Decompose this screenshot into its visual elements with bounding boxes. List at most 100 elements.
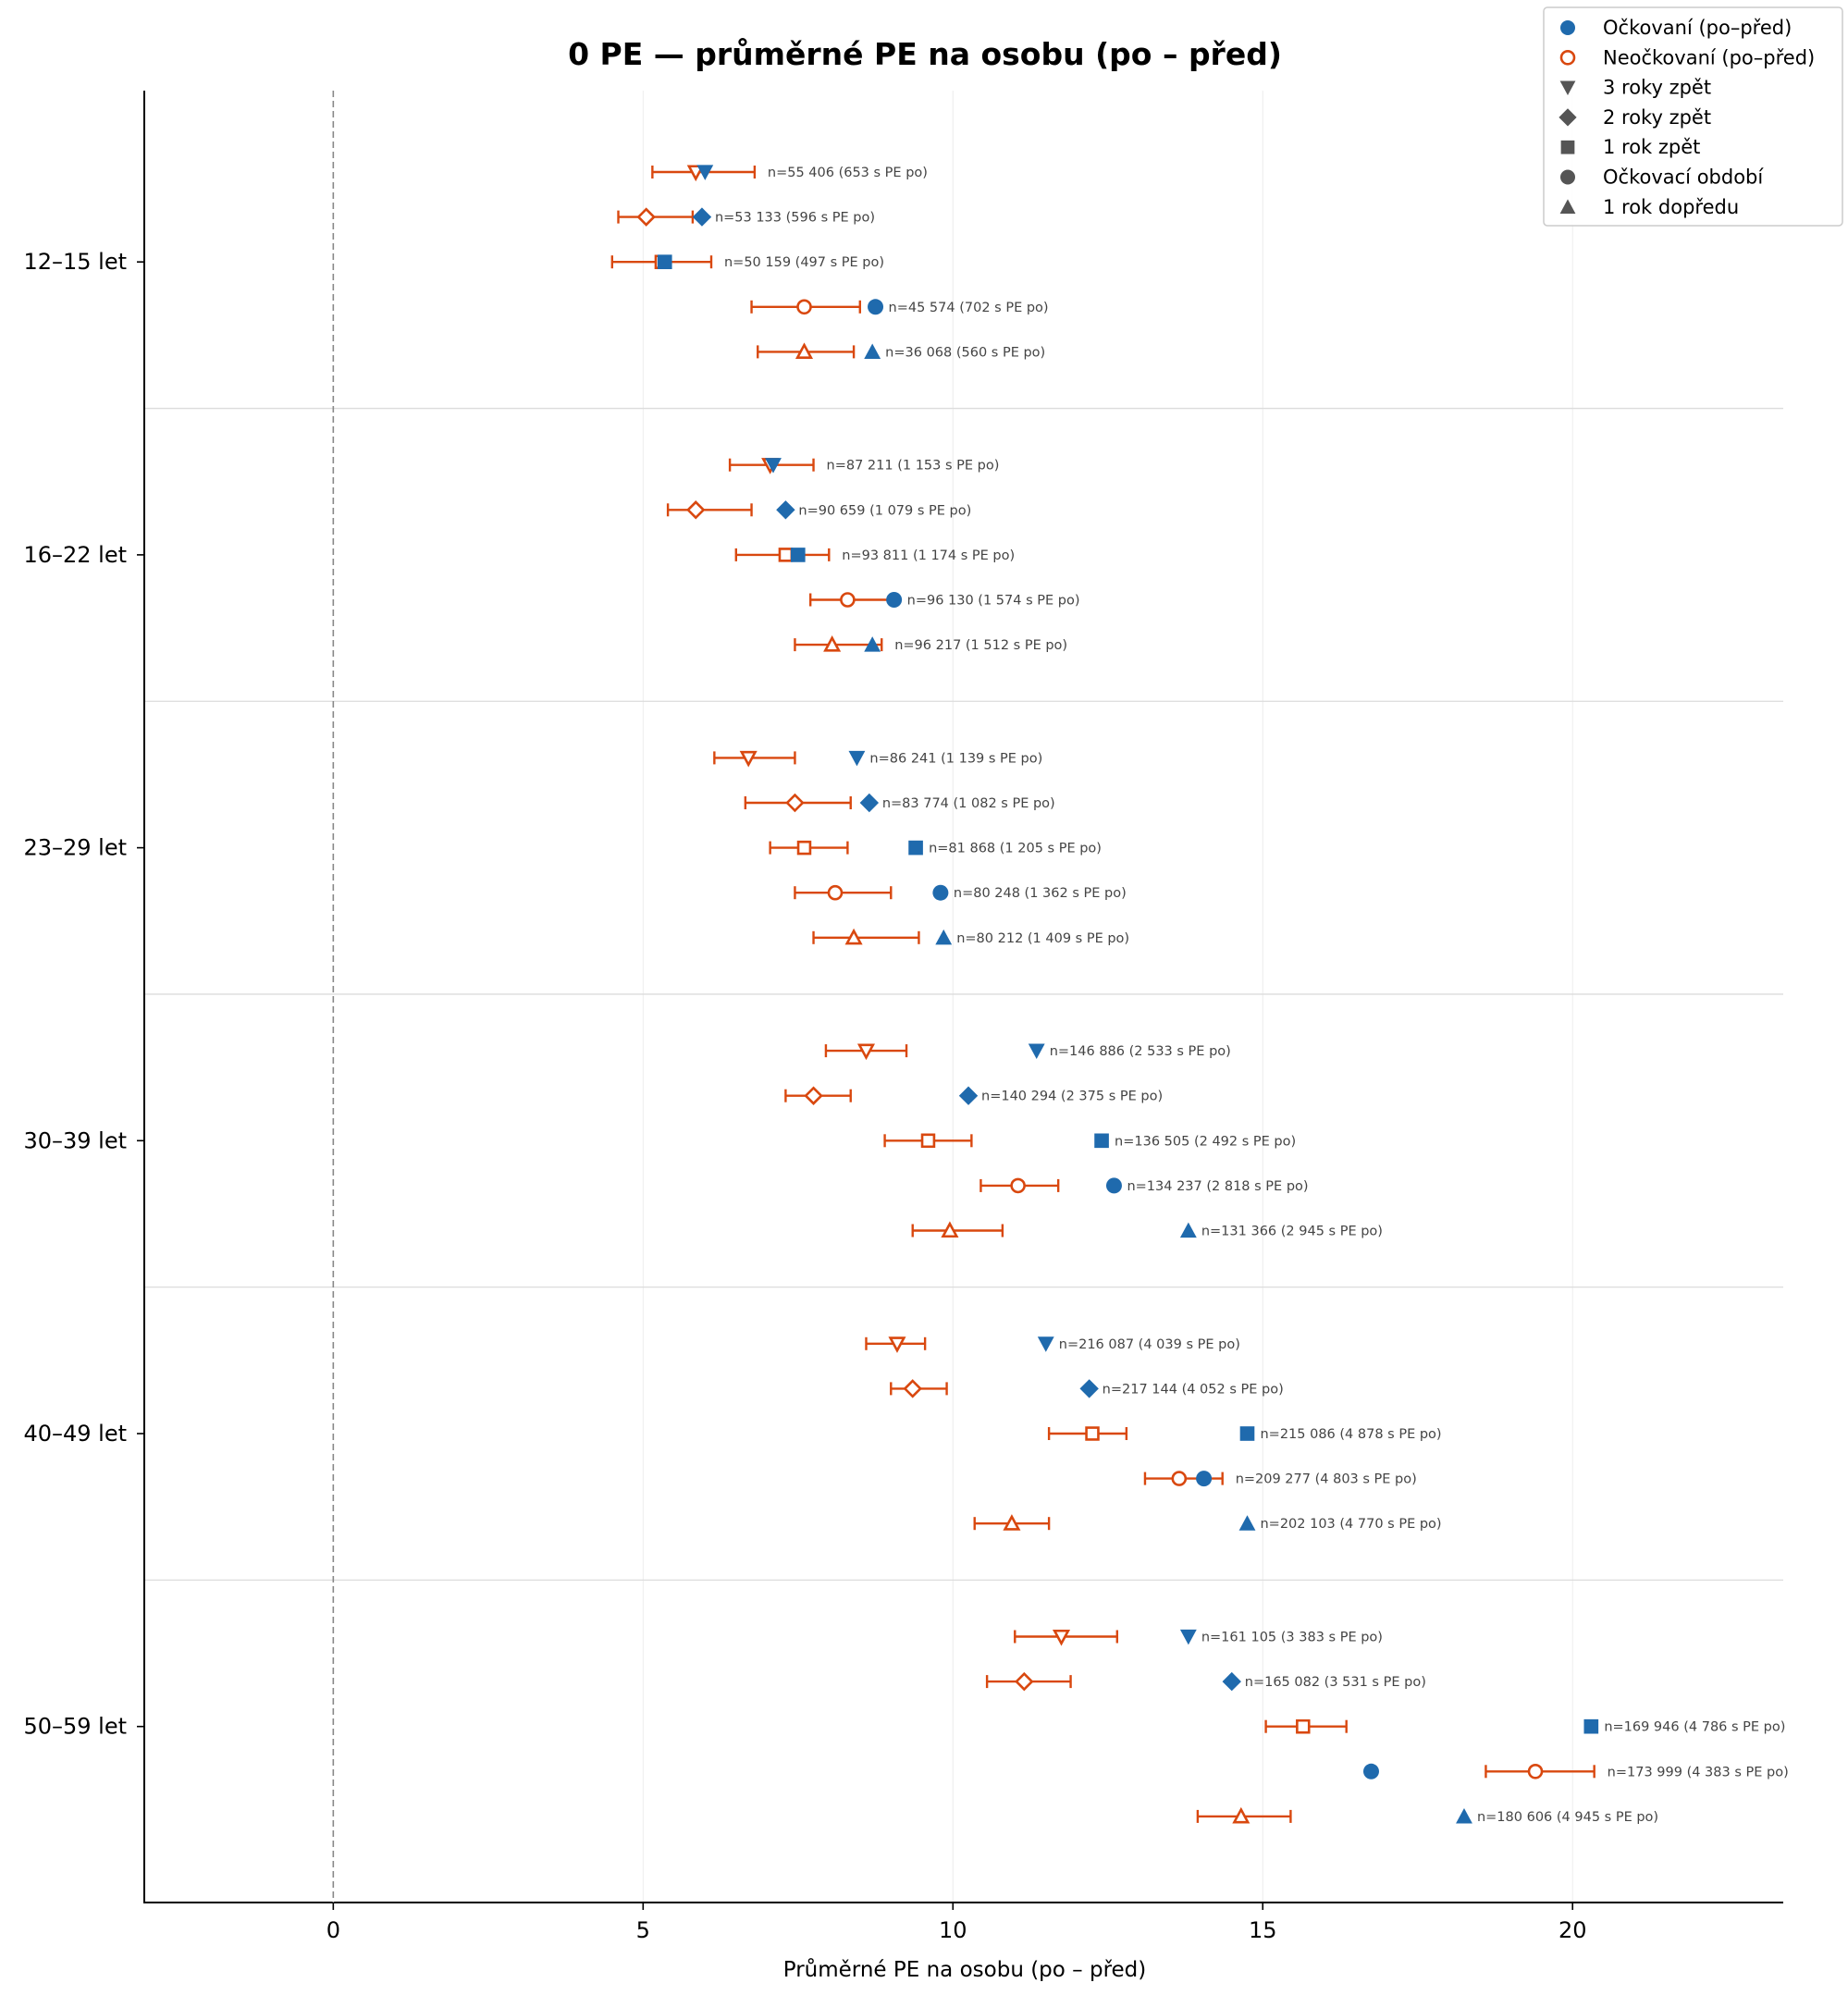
legend-box <box>1543 6 1843 227</box>
vaccinated-point <box>1583 1718 1599 1734</box>
data-row: n=217 144 (4 052 s PE po) <box>890 1379 1284 1398</box>
y-category-label: 30–39 let <box>23 1127 127 1153</box>
data-row: n=136 505 (2 492 s PE po) <box>883 1133 1296 1149</box>
n-annotation: n=140 294 (2 375 s PE po) <box>981 1090 1163 1104</box>
data-row: n=134 237 (2 818 s PE po) <box>979 1177 1309 1194</box>
unvaccinated-point <box>1296 1718 1311 1734</box>
unvaccinated-point <box>856 1043 876 1061</box>
n-annotation: n=50 159 (497 s PE po) <box>724 255 884 270</box>
unvaccinated-point <box>941 1221 959 1238</box>
vaccinated-point <box>1094 1133 1109 1149</box>
legend-label: 1 rok zpět <box>1603 136 1700 158</box>
data-row: n=180 606 (4 945 s PE po) <box>1196 1806 1658 1825</box>
data-row: n=86 241 (1 139 s PE po) <box>713 750 1042 768</box>
legend-unvaccinated-icon <box>1559 49 1576 66</box>
unvaccinated-point <box>796 840 812 856</box>
data-row: n=96 217 (1 512 s PE po) <box>794 635 1067 653</box>
legend-triangle-down-icon <box>1559 80 1576 95</box>
data-row: n=55 406 (653 s PE po) <box>651 165 928 182</box>
n-annotation: n=86 241 (1 139 s PE po) <box>869 751 1042 766</box>
vaccinated-point <box>868 299 884 315</box>
n-annotation: n=93 811 (1 174 s PE po) <box>842 548 1015 563</box>
unvaccinated-point <box>920 1133 936 1149</box>
vaccinated-point <box>932 884 949 901</box>
n-annotation: n=217 144 (4 052 s PE po) <box>1103 1382 1284 1397</box>
n-annotation: n=134 237 (2 818 s PE po) <box>1127 1179 1308 1194</box>
x-axis-ticks: 0 5 10 15 20 <box>326 1903 1586 1943</box>
legend-label: 2 roky zpět <box>1603 106 1711 129</box>
data-row: n=146 886 (2 533 s PE po) <box>824 1043 1231 1061</box>
unvaccinated-point <box>827 884 844 901</box>
x-tick-label: 0 <box>326 1917 340 1943</box>
vaccinated-point <box>1037 1336 1054 1352</box>
data-row: n=209 277 (4 803 s PE po) <box>1143 1471 1417 1487</box>
x-tick-label: 15 <box>1249 1917 1277 1943</box>
data-marks: n=55 406 (653 s PE po) n=53 133 (596 s PE… <box>610 165 1789 1825</box>
vaccinated-point <box>958 1086 979 1105</box>
unvaccinated-point <box>1052 1629 1071 1646</box>
data-row: n=165 082 (3 531 s PE po) <box>985 1671 1426 1692</box>
y-category-label: 12–15 let <box>23 249 127 275</box>
n-annotation: n=161 105 (3 383 s PE po) <box>1201 1631 1383 1645</box>
x-axis-title: Průměrné PE na osobu (po – před) <box>783 1957 1147 1982</box>
legend-triangle-up-icon <box>1559 199 1576 214</box>
vaccinated-point <box>790 548 806 562</box>
unvaccinated-point <box>636 207 656 227</box>
x-tick-label: 5 <box>636 1917 650 1943</box>
unvaccinated-point <box>1171 1471 1188 1486</box>
vaccinated-point <box>1456 1807 1472 1824</box>
legend-entry: 2 roky zpět <box>1558 106 1711 129</box>
vaccinated-point <box>935 929 953 945</box>
vaccinated-point <box>1179 1222 1197 1238</box>
vaccinated-point <box>859 793 880 813</box>
unvaccinated-point <box>1015 1671 1034 1692</box>
data-row: n=202 103 (4 770 s PE po) <box>973 1514 1442 1532</box>
legend-circle-icon <box>1560 169 1575 185</box>
legend-label: Neočkovaní (po–před) <box>1603 46 1815 68</box>
n-annotation: n=215 086 (4 878 s PE po) <box>1260 1427 1441 1442</box>
data-row: n=173 999 (4 383 s PE po) <box>1362 1763 1789 1779</box>
vaccinated-point <box>1238 1515 1256 1531</box>
legend-entry: Očkovací období <box>1560 166 1764 189</box>
n-annotation: n=45 574 (702 s PE po) <box>889 301 1049 315</box>
legend: Očkovaní (po–před) Neočkovaní (po–před) 3 … <box>1543 6 1843 227</box>
unvaccinated-point <box>686 500 706 520</box>
n-annotation: n=90 659 (1 079 s PE po) <box>798 503 971 518</box>
legend-diamond-icon <box>1558 108 1577 127</box>
n-annotation: n=96 130 (1 574 s PE po) <box>907 594 1080 609</box>
vaccinated-point <box>886 592 903 608</box>
unvaccinated-point <box>1085 1426 1100 1441</box>
group-separators <box>144 407 1783 1581</box>
unvaccinated-point <box>686 165 705 182</box>
data-row: n=131 366 (2 945 s PE po) <box>911 1221 1383 1239</box>
unvaccinated-point <box>739 750 758 768</box>
vaccinated-point <box>1222 1671 1241 1692</box>
unvaccinated-point <box>888 1336 906 1353</box>
data-row: n=80 248 (1 362 s PE po) <box>794 884 1127 901</box>
legend-square-icon <box>1560 140 1575 154</box>
unvaccinated-point <box>1010 1177 1026 1194</box>
n-annotation: n=180 606 (4 945 s PE po) <box>1477 1810 1658 1825</box>
unvaccinated-point <box>804 1086 823 1105</box>
data-row: n=140 294 (2 375 s PE po) <box>784 1086 1163 1105</box>
vaccinated-point <box>1028 1043 1045 1060</box>
n-annotation: n=173 999 (4 383 s PE po) <box>1608 1765 1789 1779</box>
data-row: n=45 574 (702 s PE po) <box>750 299 1049 315</box>
legend-label: 3 roky zpět <box>1603 77 1711 99</box>
unvaccinated-point <box>796 299 812 315</box>
n-annotation: n=169 946 (4 786 s PE po) <box>1604 1720 1785 1735</box>
vaccinated-point <box>692 207 712 227</box>
unvaccinated-point <box>823 635 842 652</box>
unvaccinated-point <box>844 928 863 945</box>
y-category-label: 50–59 let <box>23 1714 127 1740</box>
unvaccinated-point <box>778 548 794 562</box>
vaccinated-point <box>908 840 923 856</box>
unvaccinated-point <box>1527 1764 1544 1779</box>
n-annotation: n=202 103 (4 770 s PE po) <box>1260 1517 1441 1532</box>
data-row: n=87 211 (1 153 s PE po) <box>728 458 999 474</box>
data-row: n=216 087 (4 039 s PE po) <box>865 1336 1240 1353</box>
vaccinated-point <box>1196 1471 1213 1487</box>
data-row: n=169 946 (4 786 s PE po) <box>1264 1718 1785 1735</box>
n-annotation: n=131 366 (2 945 s PE po) <box>1201 1225 1383 1239</box>
